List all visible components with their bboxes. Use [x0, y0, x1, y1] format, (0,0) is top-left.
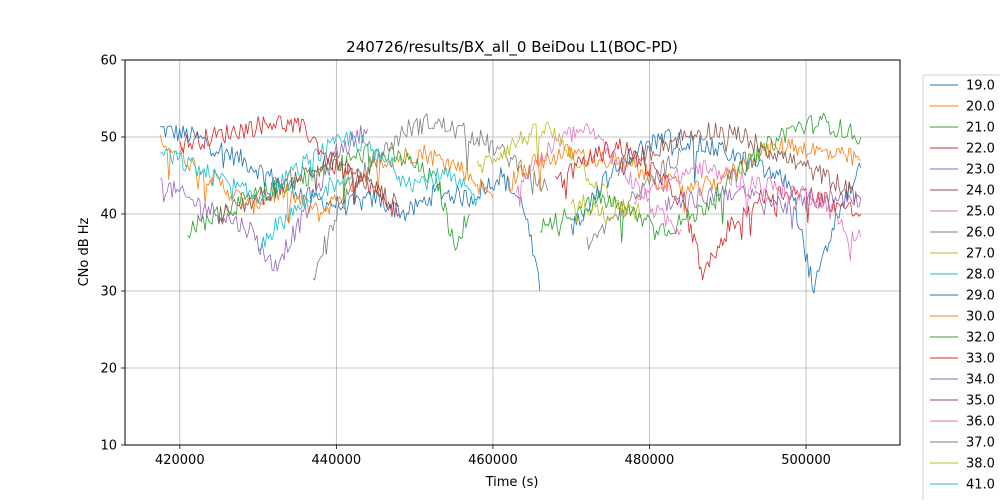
series-line-29.0 [570, 128, 862, 294]
y-tick-label: 20 [100, 362, 117, 377]
y-tick-label: 40 [100, 208, 117, 223]
x-tick-label: 440000 [312, 453, 362, 468]
legend-label: 19.0 [966, 79, 995, 94]
x-tick-label: 420000 [155, 453, 205, 468]
legend-label: 21.0 [966, 121, 995, 136]
chart-title: 240726/results/BX_all_0 BeiDou L1(BOC-PD… [346, 38, 678, 57]
series-line-23.0 [160, 125, 369, 272]
series-line-26.0 [312, 113, 549, 281]
legend-label: 29.0 [966, 289, 995, 304]
series-line-41.0 [257, 175, 353, 252]
legend-label: 22.0 [966, 142, 995, 157]
legend-label: 20.0 [966, 100, 995, 115]
legend-label: 30.0 [966, 310, 995, 325]
y-axis-ticks: 10 20 30 40 50 60 [100, 54, 125, 454]
series-line-22.0 [179, 115, 400, 218]
legend: 19.0 20.0 21.0 22.0 23.0 24.0 25.0 26.0 27.0 28.0… [922, 74, 1000, 504]
y-tick-label: 50 [100, 131, 117, 146]
legend-label: 34.0 [966, 373, 995, 388]
y-tick-label: 10 [100, 439, 117, 454]
plot-frame [124, 59, 901, 446]
series-line-38.0 [570, 194, 635, 224]
legend-frame [922, 74, 1000, 504]
legend-label: 38.0 [966, 457, 995, 472]
x-tick-label: 480000 [625, 453, 675, 468]
x-axis-ticks: 420000 440000 460000 480000 500000 [155, 445, 831, 468]
legend-label: 37.0 [966, 436, 995, 451]
grid-layer [125, 59, 900, 446]
legend-label: 28.0 [966, 268, 995, 283]
series-line-21.0 [187, 143, 470, 251]
legend-label: 32.0 [966, 331, 995, 346]
series-layer [159, 112, 862, 294]
legend-label: 25.0 [966, 205, 995, 220]
series-line-24.0 [218, 151, 400, 225]
series-line-36.0 [633, 160, 862, 262]
series-line-34.0 [664, 185, 862, 230]
legend-label: 26.0 [966, 226, 995, 241]
series-line-32.0 [539, 112, 862, 243]
legend-label: 35.0 [966, 394, 995, 409]
legend-label: 41.0 [966, 478, 995, 493]
legend-label: 23.0 [966, 163, 995, 178]
series-line-28.0 [159, 130, 478, 207]
series-line-25.0 [516, 123, 682, 236]
y-axis-label: CNo dB Hz [77, 217, 92, 286]
y-tick-label: 30 [100, 285, 117, 300]
x-tick-label: 460000 [468, 453, 518, 468]
legend-label: 24.0 [966, 184, 995, 199]
series-line-37.0 [586, 147, 682, 250]
x-axis-label: Time (s) [485, 475, 539, 490]
x-tick-label: 500000 [781, 453, 831, 468]
series-line-33.0 [555, 138, 862, 281]
legend-label: 33.0 [966, 352, 995, 367]
series-line-35.0 [617, 122, 862, 204]
legend-label: 36.0 [966, 415, 995, 430]
series-line-19.0 [160, 124, 541, 292]
y-tick-label: 60 [100, 54, 117, 69]
legend-label: 27.0 [966, 247, 995, 262]
